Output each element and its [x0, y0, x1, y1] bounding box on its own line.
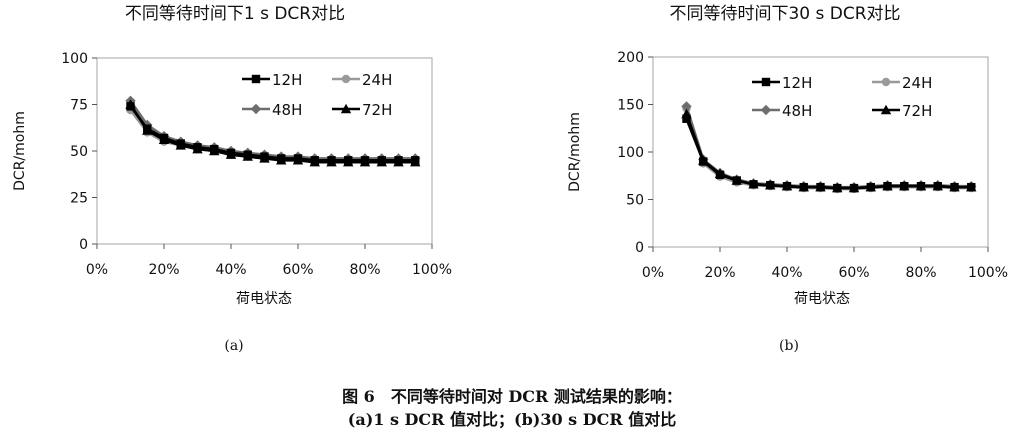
data-point: [899, 181, 910, 191]
y-axis-label: DCR/mohm: [12, 111, 28, 191]
legend-marker: [250, 103, 262, 115]
x-axis-label: 荷电状态: [794, 291, 850, 307]
data-point: [748, 179, 759, 189]
data-point: [326, 156, 337, 167]
series-72H: [681, 108, 977, 193]
data-point: [731, 175, 742, 185]
chart-title: 不同等待时间下30 s DCR对比: [669, 4, 900, 24]
data-point: [225, 149, 237, 159]
legend-label: 12H: [272, 71, 302, 89]
x-tick-label: 40%: [215, 262, 246, 278]
legend-marker: [340, 103, 352, 114]
data-point: [158, 134, 170, 145]
data-point: [343, 156, 354, 167]
data-point: [781, 181, 793, 191]
data-point: [966, 181, 977, 192]
x-tick-label: 60%: [838, 265, 869, 281]
data-point: [276, 155, 287, 165]
data-point: [376, 156, 387, 167]
legend: 12H 24H 48H 72H: [242, 71, 392, 119]
y-tick-label: 100: [61, 51, 88, 67]
legend: 12H 24H 48H 72H: [752, 74, 932, 120]
x-axis-label: 荷电状态: [236, 291, 292, 307]
chart-title: 不同等待时间下1 s DCR对比: [125, 4, 345, 24]
legend-label: 48H: [272, 101, 302, 119]
legend-label: 12H: [782, 74, 812, 92]
legend-marker: [881, 77, 891, 87]
data-point: [125, 99, 136, 109]
legend-marker: [251, 74, 261, 84]
data-point: [915, 181, 927, 191]
data-point: [175, 140, 186, 150]
subfigure-label-a: (a): [224, 338, 244, 354]
data-point: [932, 181, 943, 191]
data-point: [410, 156, 421, 167]
y-tick-label: 100: [617, 145, 644, 161]
x-tick-label: 0%: [86, 262, 108, 278]
plot-frame: [652, 56, 989, 248]
x-tick-label: 100%: [412, 262, 452, 278]
y-tick-label: 25: [70, 191, 88, 207]
data-point: [882, 181, 893, 191]
data-point: [359, 156, 371, 167]
data-point: [832, 182, 843, 193]
data-point: [798, 181, 809, 192]
y-tick-label: 75: [70, 98, 88, 114]
legend-label: 24H: [362, 71, 392, 89]
y-tick-label: 0: [79, 237, 88, 253]
data-point: [714, 168, 726, 179]
x-tick-label: 80%: [905, 265, 936, 281]
data-point: [681, 101, 692, 112]
subfigure-label-b: (b): [779, 338, 799, 354]
x-tick-label: 0%: [642, 265, 664, 281]
y-tick-label: 150: [617, 98, 644, 114]
x-tick-label: 20%: [148, 262, 179, 278]
chart-b: 不同等待时间下30 s DCR对比 0 50 100 150 200 0% 20% 40% 60%…: [560, 0, 1024, 362]
data-point: [209, 145, 220, 156]
series-line: [685, 113, 972, 190]
chart-svg: 不同等待时间下1 s DCR对比 0 25 50 75 100 0% 20% 40% 60% 80%…: [12, 4, 452, 307]
data-point: [681, 108, 692, 119]
chart-svg: 不同等待时间下30 s DCR对比 0 50 100 150 200 0% 20% 40% 60%…: [567, 4, 1008, 307]
figure-caption-line-1: 图 6 不同等待时间对 DCR 测试结果的影响：: [342, 387, 682, 406]
data-point: [292, 155, 304, 165]
y-tick-label: 200: [617, 50, 644, 66]
data-point: [393, 156, 404, 167]
data-point: [682, 114, 691, 123]
x-tick-label: 80%: [349, 262, 380, 278]
data-point: [698, 155, 709, 165]
x-tick-label: 20%: [704, 265, 735, 281]
data-point: [259, 153, 270, 163]
data-point: [142, 125, 153, 135]
data-point: [192, 143, 203, 154]
legend-marker: [760, 104, 772, 116]
data-point: [949, 181, 960, 192]
legend-marker: [761, 77, 771, 87]
y-tick-label: 0: [635, 240, 644, 256]
legend-label: 72H: [902, 102, 932, 120]
x-tick-label: 40%: [771, 265, 802, 281]
legend-marker: [341, 74, 351, 84]
y-tick-label: 50: [70, 144, 88, 160]
y-tick-label: 50: [626, 193, 644, 209]
x-tick-label: 100%: [968, 265, 1008, 281]
data-point: [242, 151, 253, 161]
series-72H: [125, 99, 421, 167]
legend-label: 48H: [782, 102, 812, 120]
y-axis-label: DCR/mohm: [567, 112, 583, 192]
legend-marker: [880, 104, 892, 115]
legend-label: 24H: [902, 74, 932, 92]
data-point: [765, 180, 776, 190]
x-tick-label: 60%: [282, 262, 313, 278]
data-point: [848, 182, 860, 193]
figure-caption-line-2: (a)1 s DCR 值对比；(b)30 s DCR 值对比: [347, 410, 677, 429]
data-point: [815, 181, 826, 192]
data-point: [309, 156, 320, 167]
chart-a: 不同等待时间下1 s DCR对比 0 25 50 75 100 0% 20% 40% 60% 80%…: [0, 0, 470, 362]
series-12H: [682, 114, 976, 193]
data-point: [865, 181, 876, 192]
legend-label: 72H: [362, 101, 392, 119]
